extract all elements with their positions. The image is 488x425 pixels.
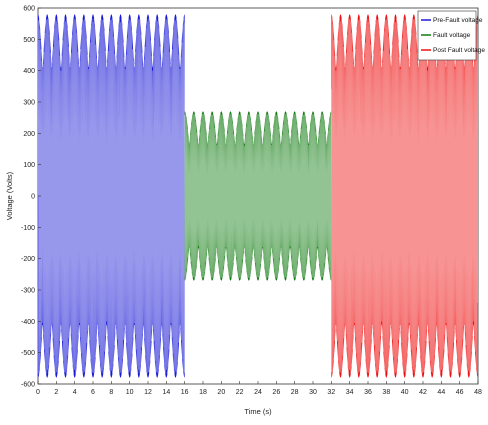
- y-tick-label: -200: [21, 256, 35, 263]
- legend-label: Fault voltage: [433, 32, 471, 39]
- x-tick-label: 20: [217, 389, 225, 396]
- x-tick-label: 22: [236, 389, 244, 396]
- series-layer: [38, 14, 478, 378]
- y-tick-label: 300: [23, 100, 35, 107]
- series-2: [184, 111, 332, 281]
- series-carrier: [331, 18, 478, 374]
- x-tick-label: 30: [309, 389, 317, 396]
- x-axis-label: Time (s): [244, 407, 272, 416]
- x-tick-label: 38: [382, 389, 390, 396]
- x-tick-label: 16: [181, 389, 189, 396]
- x-tick-label: 36: [364, 389, 372, 396]
- x-tick-label: 8: [109, 389, 113, 396]
- y-axis-label: Voltage (Volts): [5, 171, 14, 220]
- legend-label: Pre-Fault voltage: [433, 17, 483, 24]
- y-tick-label: 500: [23, 37, 35, 44]
- x-tick-label: 24: [254, 389, 262, 396]
- y-tick-label: 0: [31, 194, 35, 201]
- x-tick-label: 26: [272, 389, 280, 396]
- series-3: [331, 14, 478, 378]
- x-tick-label: 10: [126, 389, 134, 396]
- x-tick-label: 42: [419, 389, 427, 396]
- x-tick-label: 6: [91, 389, 95, 396]
- y-tick-label: 400: [23, 68, 35, 75]
- y-axis-ticks: 600 500 400 300 200 100 0 -100 -200 -300 -400 -500 -…: [21, 6, 41, 389]
- x-tick-label: 28: [291, 389, 299, 396]
- legend-label: Post Fault voltage: [433, 47, 485, 54]
- x-tick-label: 40: [401, 389, 409, 396]
- x-tick-label: 46: [456, 389, 464, 396]
- series-carrier: [38, 18, 185, 374]
- x-tick-label: 48: [474, 389, 482, 396]
- series-carrier: [184, 113, 332, 279]
- y-tick-label: -100: [21, 225, 35, 232]
- x-tick-label: 4: [73, 389, 77, 396]
- series-1: [38, 14, 185, 378]
- x-tick-label: 14: [162, 389, 170, 396]
- x-tick-label: 2: [54, 389, 58, 396]
- y-tick-label: -600: [21, 382, 35, 389]
- x-tick-label: 34: [346, 389, 354, 396]
- x-axis-ticks: 0 2 4 6 8 10 12 14 16 18 20 22 24 26 28 30 32 34 36 38 40 42 4…: [36, 381, 482, 396]
- x-tick-label: 18: [199, 389, 207, 396]
- y-tick-label: -300: [21, 288, 35, 295]
- y-tick-label: 200: [23, 131, 35, 138]
- y-tick-label: -400: [21, 319, 35, 326]
- x-tick-label: 44: [437, 389, 445, 396]
- legend: Pre-Fault voltage Fault voltage Post Fault…: [417, 10, 485, 61]
- y-tick-label: 100: [23, 162, 35, 169]
- x-tick-label: 0: [36, 389, 40, 396]
- x-tick-label: 12: [144, 389, 152, 396]
- y-tick-label: 600: [23, 6, 35, 13]
- y-tick-label: -500: [21, 350, 35, 357]
- x-tick-label: 32: [327, 389, 335, 396]
